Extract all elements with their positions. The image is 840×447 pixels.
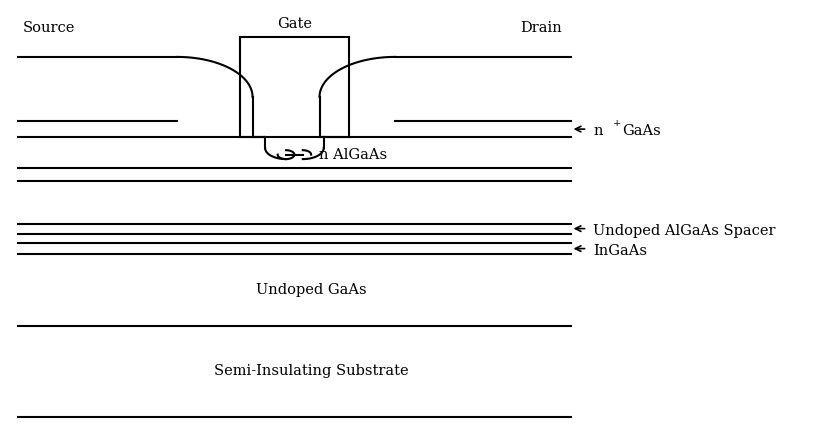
Text: Semi-Insulating Substrate: Semi-Insulating Substrate [214, 364, 408, 378]
Text: +: + [613, 119, 622, 128]
Text: InGaAs: InGaAs [593, 244, 648, 258]
Text: n AlGaAs: n AlGaAs [319, 148, 387, 162]
Text: GaAs: GaAs [622, 124, 661, 138]
Text: Drain: Drain [521, 21, 562, 35]
Text: Undoped AlGaAs Spacer: Undoped AlGaAs Spacer [593, 224, 776, 238]
Text: Source: Source [23, 21, 75, 35]
Text: Gate: Gate [277, 17, 312, 31]
Text: n: n [593, 124, 603, 138]
Text: Undoped GaAs: Undoped GaAs [256, 283, 366, 297]
